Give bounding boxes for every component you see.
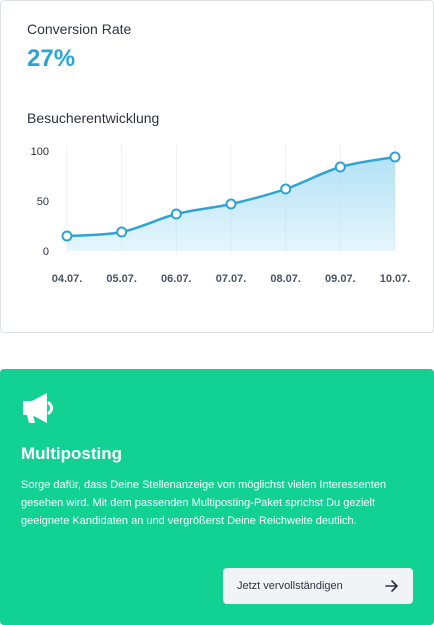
data-point	[225, 198, 237, 210]
conversion-rate-value: 27%	[27, 45, 76, 72]
x-tick-label: 06.07.	[161, 273, 192, 285]
data-point	[61, 230, 73, 242]
x-tick-label: 05.07.	[106, 273, 137, 285]
x-tick-label: 09.07.	[325, 273, 356, 285]
visitor-chart: 0 50 100 04.07. 05.07. 06.07. 07.07. 08.07. 09.0…	[31, 145, 411, 285]
y-tick-label: 0	[43, 246, 49, 258]
multiposting-card: Multiposting Sorge dafür, dass Deine Ste…	[0, 369, 434, 625]
y-tick-label: 50	[37, 196, 49, 208]
conversion-card: Conversion Rate 27% Besucherentwicklung …	[0, 0, 434, 333]
data-point	[116, 226, 128, 238]
promo-description: Sorge dafür, dass Deine Stellenanzeige v…	[21, 479, 387, 527]
x-tick-label: 10.07.	[380, 273, 411, 285]
data-point	[389, 151, 401, 163]
chart-title: Besucherentwicklung	[27, 110, 160, 126]
y-tick-label: 100	[31, 146, 49, 158]
complete-profile-button[interactable]: Jetzt vervollständigen	[223, 568, 413, 604]
megaphone-icon	[23, 393, 53, 423]
promo-title: Multiposting	[21, 444, 123, 463]
x-tick-label: 08.07.	[270, 273, 301, 285]
arrow-right-icon	[385, 580, 398, 592]
data-point	[280, 183, 292, 195]
conversion-rate-label: Conversion Rate	[27, 21, 132, 37]
complete-profile-label: Jetzt vervollständigen	[237, 580, 343, 592]
x-tick-label: 04.07.	[52, 273, 83, 285]
x-tick-label: 07.07.	[216, 273, 247, 285]
data-point	[170, 208, 182, 220]
data-point	[334, 161, 346, 173]
